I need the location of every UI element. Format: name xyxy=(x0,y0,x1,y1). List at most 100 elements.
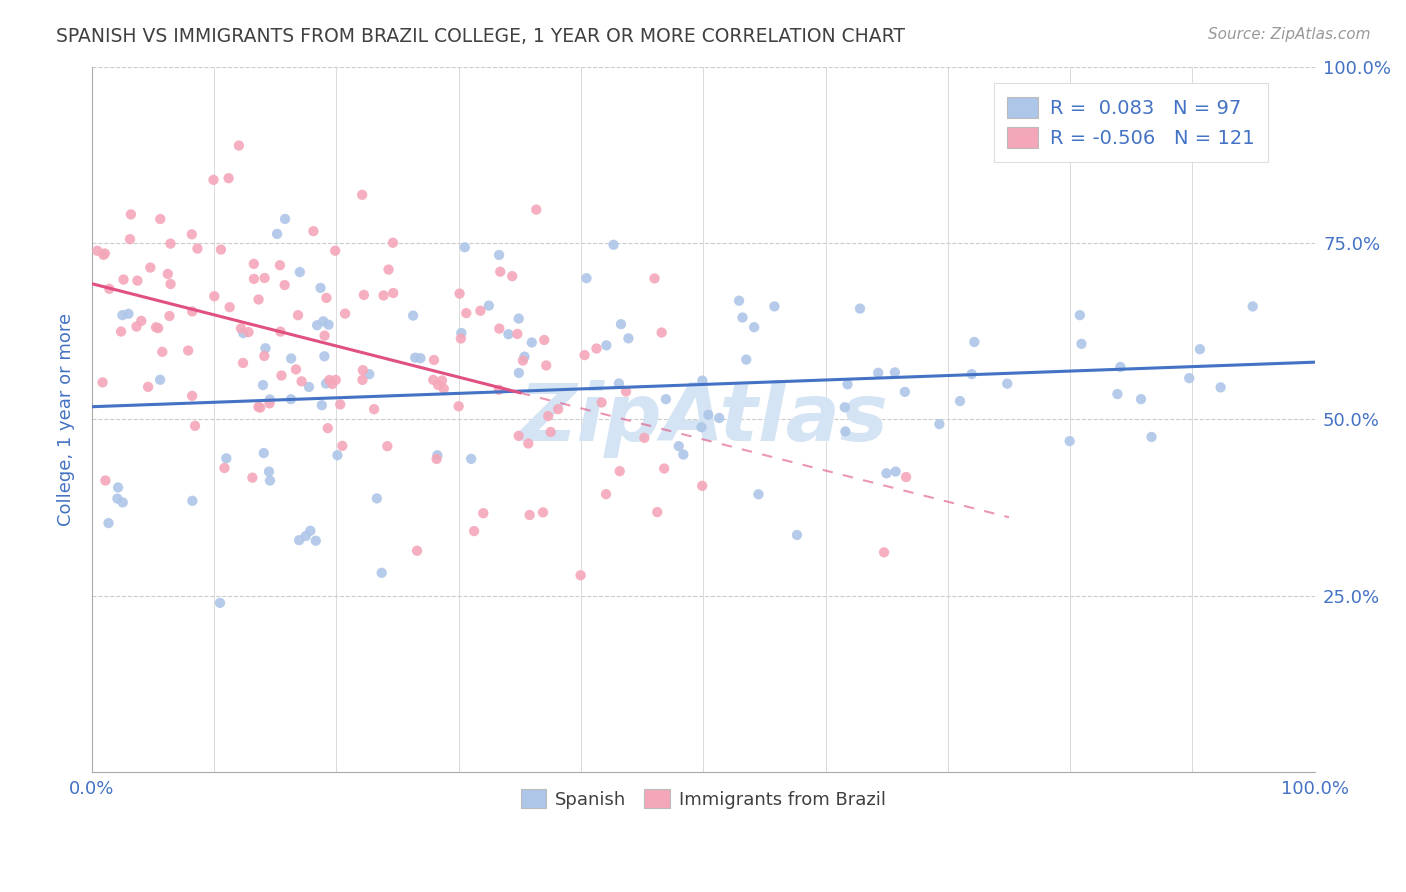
Point xyxy=(125,319,148,334)
Point xyxy=(763,300,786,314)
Point xyxy=(149,373,172,387)
Point xyxy=(295,529,318,543)
Point xyxy=(478,299,501,313)
Point xyxy=(460,451,482,466)
Point xyxy=(837,377,859,392)
Point xyxy=(290,375,312,389)
Point xyxy=(595,487,617,501)
Point xyxy=(181,304,204,318)
Point xyxy=(323,244,346,258)
Legend: Spanish, Immigrants from Brazil: Spanish, Immigrants from Brazil xyxy=(513,782,893,816)
Point xyxy=(238,325,260,339)
Point xyxy=(86,244,108,258)
Point xyxy=(208,596,231,610)
Point xyxy=(209,243,232,257)
Point xyxy=(894,384,917,399)
Point xyxy=(508,366,530,380)
Point xyxy=(1140,430,1163,444)
Point xyxy=(963,334,986,349)
Point xyxy=(422,373,444,387)
Point xyxy=(333,307,356,321)
Point xyxy=(370,566,392,580)
Point xyxy=(472,506,495,520)
Point xyxy=(312,314,335,328)
Point xyxy=(489,265,512,279)
Point xyxy=(463,524,485,538)
Point xyxy=(450,332,472,346)
Point xyxy=(266,227,288,241)
Point xyxy=(94,474,117,488)
Point xyxy=(315,291,337,305)
Point xyxy=(259,392,281,407)
Point xyxy=(318,318,340,332)
Point xyxy=(609,464,631,478)
Point xyxy=(177,343,200,358)
Point xyxy=(540,425,562,439)
Point xyxy=(731,310,754,325)
Point xyxy=(450,326,472,340)
Point xyxy=(314,349,336,363)
Point xyxy=(314,328,336,343)
Point xyxy=(868,366,890,380)
Point xyxy=(512,353,534,368)
Point xyxy=(146,321,169,335)
Point xyxy=(274,211,297,226)
Point xyxy=(404,351,426,365)
Point xyxy=(894,470,917,484)
Point xyxy=(107,480,129,494)
Point xyxy=(145,320,167,334)
Point xyxy=(520,335,543,350)
Point xyxy=(883,365,905,379)
Point xyxy=(690,479,713,493)
Point xyxy=(1209,380,1232,394)
Point xyxy=(377,262,399,277)
Point xyxy=(651,326,673,340)
Point xyxy=(728,293,751,308)
Point xyxy=(120,207,142,221)
Point xyxy=(159,236,181,251)
Point xyxy=(229,321,252,335)
Point xyxy=(534,359,557,373)
Point xyxy=(381,235,404,250)
Point xyxy=(139,260,162,275)
Point xyxy=(1188,342,1211,356)
Text: SPANISH VS IMMIGRANTS FROM BRAZIL COLLEGE, 1 YEAR OR MORE CORRELATION CHART: SPANISH VS IMMIGRANTS FROM BRAZIL COLLEG… xyxy=(56,27,905,45)
Point xyxy=(508,311,530,326)
Point xyxy=(321,376,343,391)
Point xyxy=(595,338,617,352)
Point xyxy=(232,356,254,370)
Point xyxy=(1130,392,1153,406)
Point xyxy=(253,446,276,460)
Point xyxy=(259,396,281,410)
Point xyxy=(1109,359,1132,374)
Point xyxy=(430,374,453,388)
Point xyxy=(257,465,280,479)
Point xyxy=(735,352,758,367)
Point xyxy=(406,543,429,558)
Point xyxy=(184,418,207,433)
Point xyxy=(353,288,375,302)
Point xyxy=(747,487,769,501)
Point xyxy=(488,321,510,335)
Point xyxy=(426,448,449,462)
Point xyxy=(585,342,607,356)
Point xyxy=(633,431,655,445)
Point xyxy=(352,187,374,202)
Point xyxy=(547,402,569,417)
Point xyxy=(287,308,309,322)
Point xyxy=(269,325,291,339)
Point xyxy=(668,439,690,453)
Point xyxy=(110,325,132,339)
Point xyxy=(254,341,277,355)
Point xyxy=(280,351,302,366)
Point xyxy=(427,378,450,392)
Point xyxy=(305,533,328,548)
Point xyxy=(433,382,456,396)
Point xyxy=(97,516,120,530)
Point xyxy=(107,491,129,506)
Point xyxy=(329,397,352,411)
Point xyxy=(186,242,208,256)
Point xyxy=(326,448,349,462)
Point xyxy=(692,374,714,388)
Point xyxy=(288,265,311,279)
